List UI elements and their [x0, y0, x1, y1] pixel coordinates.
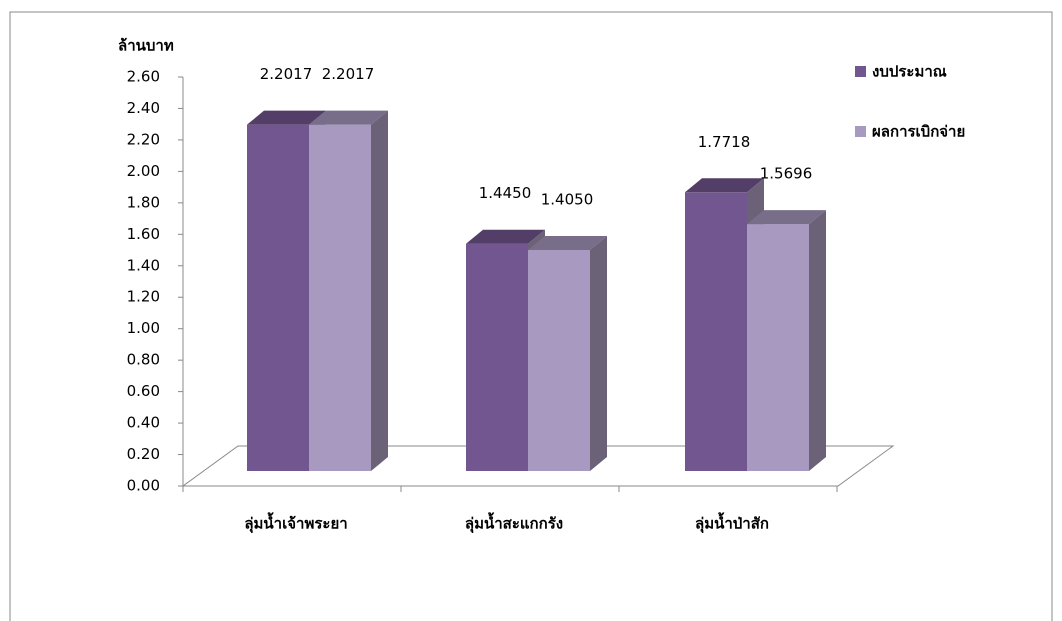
y-tick-label: 1.80	[127, 193, 160, 211]
value-label: 2.2017	[260, 65, 313, 83]
x-tick-label: ลุ่มน้ำเจ้าพระยา	[244, 512, 347, 534]
y-tick-label: 2.00	[127, 162, 160, 180]
bar	[685, 192, 747, 471]
y-tick-label: 2.20	[127, 130, 160, 148]
legend-label: งบประมาณ	[872, 63, 947, 81]
y-axis-title: ล้านบาท	[118, 37, 174, 55]
y-tick-label: 1.00	[127, 319, 160, 337]
y-tick-label: 0.60	[127, 382, 160, 400]
y-tick-label: 2.40	[127, 99, 160, 117]
bar	[309, 124, 371, 472]
bar-top	[247, 110, 326, 125]
bar-top	[685, 178, 764, 193]
bar	[466, 243, 528, 471]
bar	[747, 224, 809, 471]
value-label: 2.2017	[322, 65, 375, 83]
y-tick-label: 1.60	[127, 225, 160, 243]
value-label: 1.4450	[479, 184, 532, 202]
legend-label: ผลการเบิกจ่าย	[872, 123, 965, 141]
y-tick-label: 0.00	[127, 477, 160, 495]
floor	[181, 445, 895, 487]
y-tick-label: 0.40	[127, 414, 160, 432]
bar-top	[309, 110, 388, 125]
bar-side	[371, 110, 388, 472]
y-tick-label: 1.40	[127, 256, 160, 274]
bar-top	[466, 229, 545, 244]
bar-top	[528, 235, 607, 250]
y-tick-label: 0.20	[127, 445, 160, 463]
y-tick-label: 0.80	[127, 351, 160, 369]
x-tick-label: ลุ่มน้ำสะแกกรัง	[465, 512, 563, 534]
value-label: 1.7718	[698, 133, 751, 151]
x-tick-label: ลุ่มน้ำป่าสัก	[695, 512, 769, 534]
legend-swatch	[855, 66, 866, 77]
legend-swatch	[855, 126, 866, 137]
y-tick-label: 1.20	[127, 288, 160, 306]
bar-side	[809, 210, 826, 471]
value-label: 1.5696	[760, 165, 813, 183]
chart-frame	[9, 11, 1053, 621]
bar	[247, 124, 309, 472]
value-label: 1.4050	[541, 190, 594, 208]
bar	[528, 249, 590, 471]
bar-side	[590, 235, 607, 471]
y-tick-label: 2.60	[127, 68, 160, 86]
bar-top	[747, 210, 826, 225]
